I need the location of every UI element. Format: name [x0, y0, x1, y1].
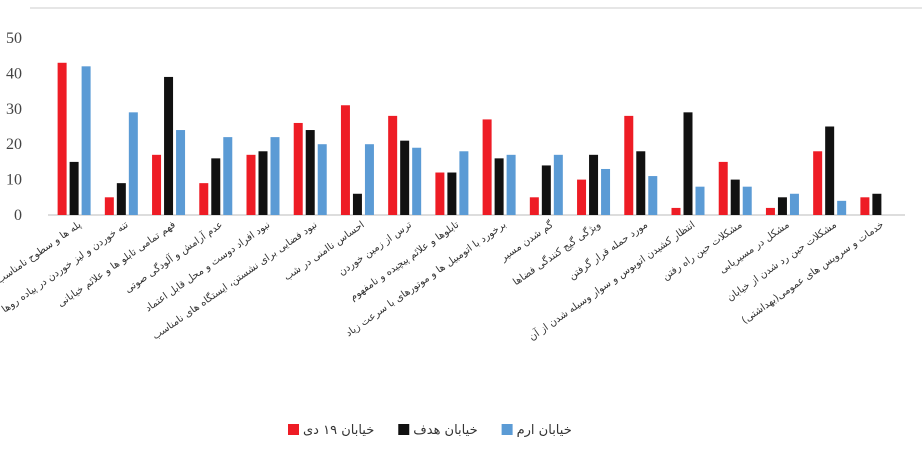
bar	[211, 158, 221, 215]
y-tick-label: 40	[6, 65, 22, 82]
bar	[364, 144, 374, 215]
y-tick-label: 50	[6, 30, 22, 47]
bar	[825, 126, 835, 215]
bar	[860, 197, 870, 215]
bar	[459, 151, 469, 215]
bar	[69, 161, 79, 215]
bar	[352, 193, 362, 215]
bar	[293, 122, 303, 215]
legend-swatch	[288, 424, 299, 435]
bar	[765, 207, 775, 215]
bar	[789, 193, 799, 215]
legend-label: خیابان ارم	[517, 423, 572, 438]
bar	[813, 151, 823, 215]
bar	[742, 186, 752, 215]
bar	[541, 165, 551, 215]
bar	[400, 140, 410, 215]
bar	[777, 197, 787, 215]
legend-swatch	[398, 424, 410, 435]
bar	[577, 179, 587, 215]
x-tick-label: ویژگی گیج کنندگی فضاها	[511, 219, 603, 289]
bar	[718, 161, 728, 215]
bar	[223, 137, 233, 215]
bar	[164, 76, 174, 215]
bar	[305, 130, 315, 215]
y-tick-label: 20	[6, 136, 22, 153]
bar	[695, 186, 705, 215]
bar	[199, 183, 209, 215]
bar	[388, 115, 398, 215]
x-tick-label: انتظار کشیدن اتوبوس و سوار وسیله شدن از …	[526, 218, 697, 343]
bar	[317, 144, 327, 215]
bar	[116, 183, 126, 215]
bar	[258, 151, 268, 215]
bar	[176, 130, 186, 215]
bar	[447, 172, 457, 215]
bar	[553, 154, 563, 215]
x-tick-label: مشکلات حین راه رفتن	[661, 219, 745, 282]
legend-label: خیابان هدف	[413, 423, 477, 438]
y-tick-label: 30	[6, 101, 22, 118]
legend-swatch	[501, 424, 513, 435]
bar	[104, 197, 114, 215]
bar	[81, 66, 91, 215]
bar	[506, 154, 516, 215]
bar	[671, 207, 681, 215]
bar	[601, 168, 611, 215]
bar	[494, 158, 504, 215]
legend-label: خیابان ۱۹ دی	[303, 423, 374, 438]
bar	[529, 197, 539, 215]
bar	[624, 115, 634, 215]
bar	[57, 62, 67, 215]
bar	[837, 200, 847, 215]
bar	[482, 119, 492, 215]
bar	[128, 112, 138, 215]
bar	[683, 112, 693, 215]
bar	[246, 154, 256, 215]
bar	[648, 176, 658, 215]
bar	[270, 137, 280, 215]
bar	[636, 151, 646, 215]
bar	[589, 154, 599, 215]
y-tick-label: 0	[14, 207, 22, 224]
bar	[340, 105, 350, 215]
x-tick-label: مورد حمله قرار گرفتن	[566, 219, 650, 283]
bar	[412, 147, 422, 215]
bar	[872, 193, 882, 215]
bar	[435, 172, 445, 215]
bar	[730, 179, 740, 215]
x-tick-label: نبود فضایی برای نشستن، ایستگاه های نامنا…	[150, 219, 319, 343]
y-tick-label: 10	[6, 172, 22, 189]
x-tick-label: احساس ناامنی در شب	[282, 219, 367, 283]
bar	[152, 154, 162, 215]
